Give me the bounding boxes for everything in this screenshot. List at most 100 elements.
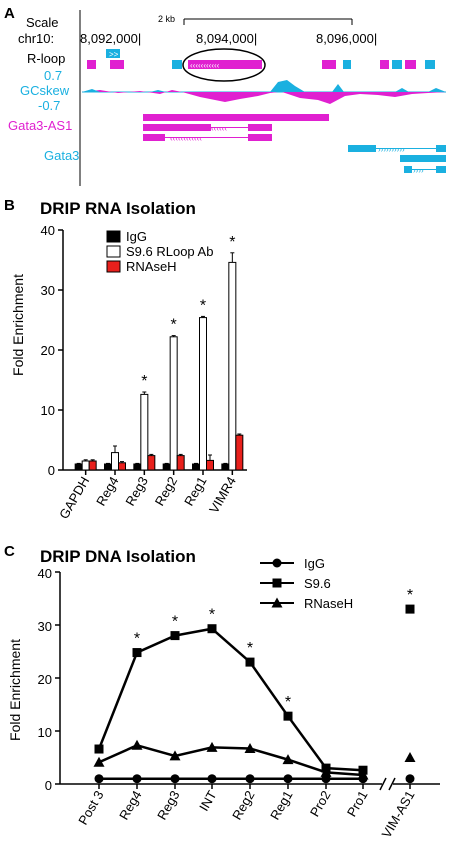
gene-intron-arrows: ›››› [413, 166, 424, 175]
data-point [93, 756, 105, 767]
gene-intron-arrows: ‹‹‹‹‹‹ [211, 124, 227, 133]
rloop-feature [343, 60, 351, 69]
rloop-feature [110, 60, 124, 69]
bar [133, 463, 142, 471]
y-tick-label: 30 [41, 283, 55, 298]
y-tick-label: 0 [45, 778, 52, 793]
bar [147, 455, 156, 471]
bar [199, 317, 207, 471]
data-point [207, 774, 217, 784]
bar [74, 463, 83, 471]
gene-bar [348, 145, 376, 152]
significance-star: * [141, 373, 147, 390]
x-tick-label: GAPDH [56, 474, 92, 522]
bar [118, 462, 126, 471]
rloop-feature [425, 60, 435, 69]
track-label-gcskew-bottom: -0.7 [38, 98, 60, 113]
data-point [405, 774, 415, 784]
legend-swatch [106, 230, 121, 243]
x-tick-label: VIM-AS1 [379, 788, 418, 841]
x-tick-label: Reg3 [154, 788, 183, 822]
x-tick-label: Reg1 [267, 788, 296, 822]
bar [176, 455, 185, 471]
panel-c-ylabel: Fold Enrichment [7, 639, 23, 741]
rloop-highlight-ellipse [182, 48, 266, 82]
coord-tick-1: 8,092,000| [80, 31, 141, 46]
panel-c-letter: C [4, 543, 15, 560]
legend-marker [271, 597, 283, 608]
legend-label: IgG [126, 229, 147, 244]
panel-c-lines: * * * * * * [93, 587, 416, 784]
panel-a: A Scale chr10: 2 kb 8,092,000| 8,094,000… [4, 5, 446, 186]
data-point [245, 774, 255, 784]
legend-swatch [106, 245, 121, 258]
x-tick-label: Reg2 [229, 788, 258, 822]
bar [81, 460, 90, 471]
data-point [320, 766, 332, 777]
track-label-gcskew: GCskew [20, 83, 70, 98]
panel-a-letter: A [4, 5, 15, 22]
panel-c-xticks: Post 3 Reg4 Reg3 INT Reg2 Reg1 Pro2 Pro1 VIM-AS1 [75, 784, 418, 841]
axis-break [379, 777, 387, 791]
gene-intron-arrows: ›››››››››› [378, 145, 405, 154]
panel-b-letter: B [4, 197, 15, 214]
gene-bar [436, 166, 446, 173]
rloop-feature-arrows: ‹‹‹‹‹‹‹‹‹‹‹ [190, 61, 220, 70]
x-tick-label: Reg4 [116, 788, 145, 822]
data-point [206, 741, 218, 752]
bar [104, 463, 112, 471]
data-point [170, 631, 180, 641]
data-point [131, 739, 143, 750]
x-tick-label: Reg1 [181, 474, 210, 508]
gata3-track: ›››››››››› ›››› [348, 145, 446, 175]
legend-marker [272, 558, 282, 568]
panel-b-title: DRIP RNA Isolation [40, 199, 196, 218]
panel-c: C DRIP DNA Isolation Fold Enrichment 0 10… [4, 543, 440, 841]
data-point [94, 774, 104, 784]
gcskew-track [82, 80, 446, 104]
bar [228, 261, 237, 471]
track-label-gcskew-top: 0.7 [44, 68, 62, 83]
y-tick-label: 40 [41, 223, 55, 238]
data-point [132, 648, 142, 658]
data-point [169, 750, 181, 761]
series-line [98, 743, 364, 777]
significance-star: * [247, 640, 253, 657]
x-tick-label: INT [196, 788, 219, 814]
y-tick-label: 0 [48, 463, 55, 478]
rloop-feature [106, 49, 120, 58]
gata3-as1-track: ‹‹‹‹‹‹ ‹‹‹‹‹‹‹‹‹‹‹‹ [143, 114, 329, 143]
significance-star: * [285, 694, 291, 711]
data-point [244, 742, 256, 753]
bar [206, 459, 214, 471]
significance-star: * [229, 234, 235, 251]
data-point [245, 657, 255, 667]
rloop-feature [172, 60, 182, 69]
scale-bar-label: 2 kb [158, 14, 175, 24]
data-point [357, 769, 369, 780]
legend-label: S9.6 RLoop Ab [126, 244, 213, 259]
axis-break [388, 777, 396, 791]
gene-bar [248, 124, 272, 131]
bar [221, 463, 230, 471]
rloop-feature [87, 60, 96, 69]
data-point [404, 752, 416, 762]
rloop-feature [392, 60, 402, 69]
gene-bar [143, 124, 211, 131]
scale-label: Scale [26, 15, 59, 30]
coord-tick-3: 8,096,000| [316, 31, 377, 46]
data-point [132, 774, 142, 784]
gene-bar [404, 166, 412, 173]
panel-b-bars: * * * * [74, 234, 244, 471]
data-point [283, 711, 293, 721]
panel-b-ylabel: Fold Enrichment [10, 274, 26, 376]
panel-c-legend: IgG S9.6 RNaseH [260, 556, 353, 611]
bar [140, 393, 149, 471]
rloop-track: >> ‹‹‹‹‹‹‹‹‹‹‹ [87, 48, 435, 82]
legend-label: RNAseH [126, 259, 177, 274]
bar [111, 452, 119, 471]
y-tick-label: 40 [38, 566, 52, 581]
bar [169, 336, 178, 471]
